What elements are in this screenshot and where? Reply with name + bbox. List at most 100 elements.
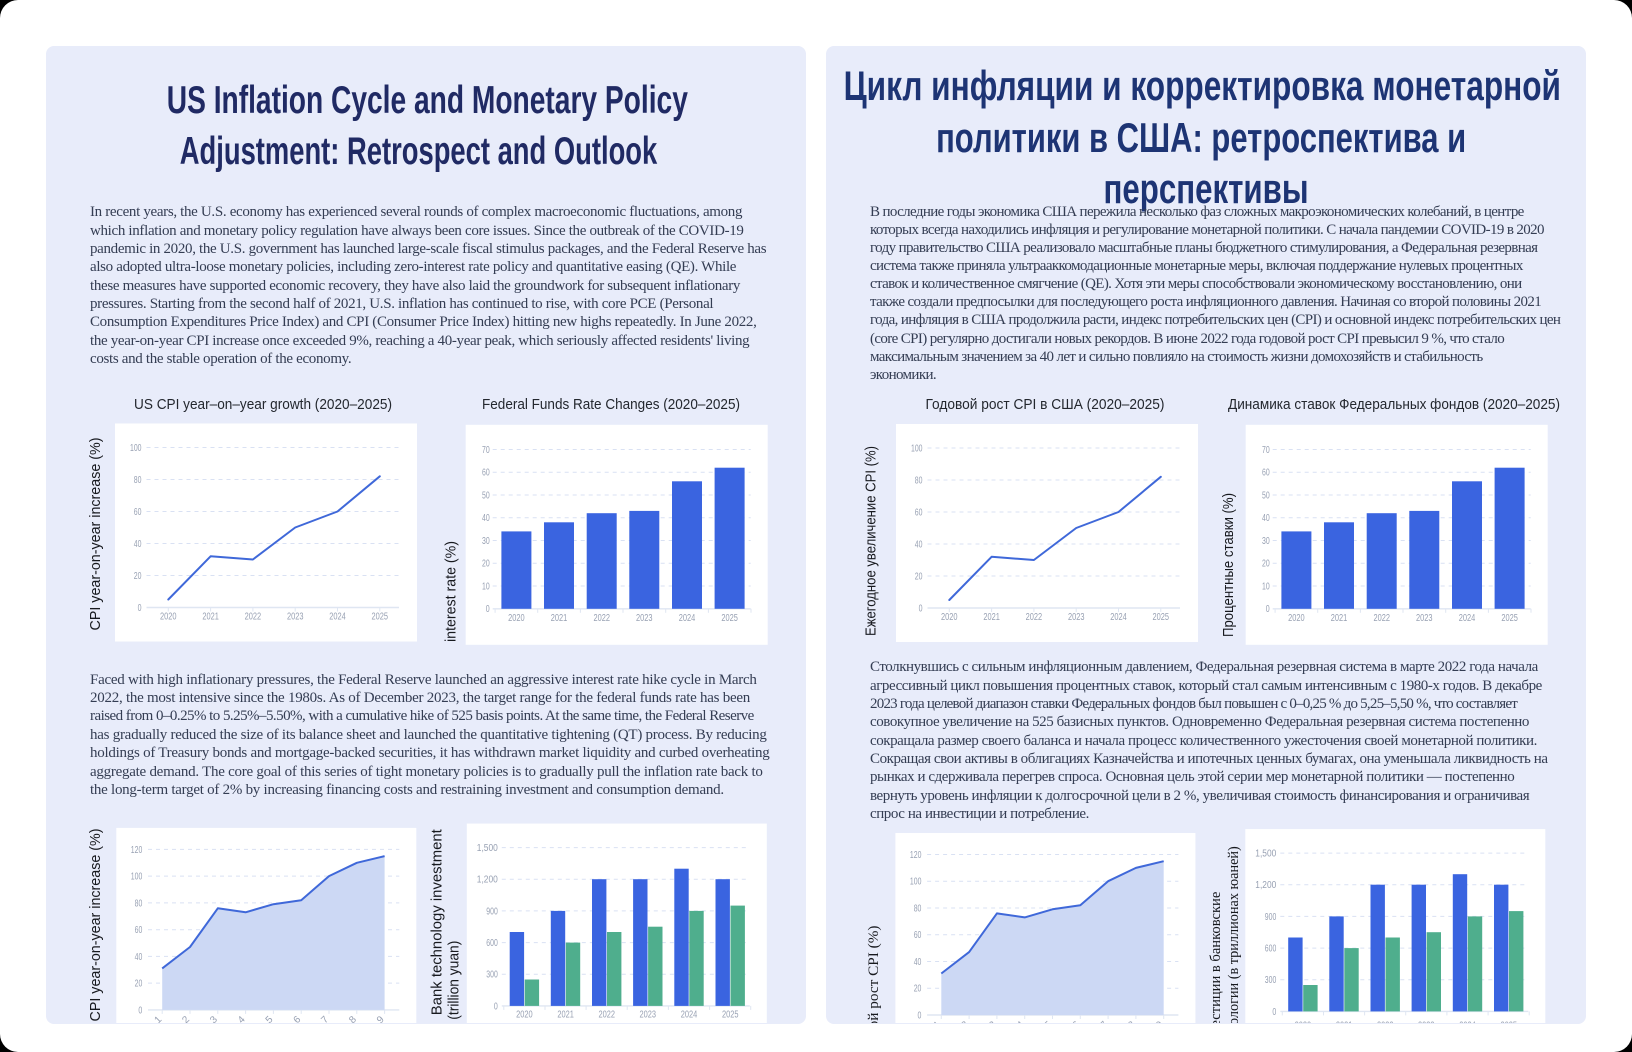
svg-text:20: 20 <box>1262 559 1270 570</box>
svg-text:100: 100 <box>911 443 923 454</box>
svg-text:600: 600 <box>486 938 498 949</box>
svg-text:2021: 2021 <box>1331 613 1348 624</box>
svg-text:80: 80 <box>135 898 143 909</box>
svg-text:0: 0 <box>138 1005 142 1016</box>
svg-text:10: 10 <box>482 581 490 592</box>
svg-text:70: 70 <box>1262 445 1270 456</box>
svg-text:120: 120 <box>131 845 143 856</box>
svg-text:0: 0 <box>486 604 490 615</box>
svg-text:60: 60 <box>915 507 923 518</box>
svg-text:80: 80 <box>915 475 923 486</box>
svg-text:10: 10 <box>1262 581 1270 592</box>
svg-text:30: 30 <box>482 536 490 547</box>
svg-text:2021: 2021 <box>983 612 1000 623</box>
svg-text:Federal Funds Rate Changes (20: Federal Funds Rate Changes (2020–2025) <box>482 396 740 413</box>
svg-text:2022: 2022 <box>245 612 262 623</box>
svg-text:3: 3 <box>208 1014 220 1023</box>
svg-text:CPI year-on-year increase (%): CPI year-on-year increase (%) <box>87 438 104 631</box>
svg-text:US CPI year–on–year growth (20: US CPI year–on–year growth (2020–2025) <box>134 396 392 413</box>
svg-text:0: 0 <box>1266 604 1270 615</box>
svg-text:6: 6 <box>292 1014 304 1023</box>
svg-text:2020: 2020 <box>160 612 177 623</box>
svg-text:2024: 2024 <box>681 1010 698 1021</box>
svg-text:0: 0 <box>919 603 923 614</box>
svg-text:2020: 2020 <box>508 613 525 624</box>
svg-text:2023: 2023 <box>640 1010 657 1021</box>
svg-text:(trillion yuan): (trillion yuan) <box>445 941 462 1020</box>
svg-text:600: 600 <box>1265 944 1277 955</box>
svg-text:60: 60 <box>134 507 142 518</box>
svg-text:40: 40 <box>915 539 923 550</box>
svg-text:2022: 2022 <box>598 1010 615 1021</box>
svg-text:40: 40 <box>135 952 143 963</box>
svg-text:40: 40 <box>482 513 490 524</box>
svg-text:20: 20 <box>135 979 143 990</box>
svg-text:70: 70 <box>482 445 490 456</box>
svg-text:50: 50 <box>1262 490 1270 501</box>
svg-text:100: 100 <box>910 877 922 888</box>
svg-text:5: 5 <box>264 1014 276 1023</box>
svg-text:2020: 2020 <box>941 612 958 623</box>
svg-text:9: 9 <box>375 1014 387 1023</box>
svg-text:Годовой рост CPI (%): Годовой рост CPI (%) <box>866 926 882 1024</box>
svg-text:2023: 2023 <box>1418 1020 1435 1023</box>
svg-text:80: 80 <box>134 475 142 486</box>
svg-text:технологии (в триллионах юаней: технологии (в триллионах юаней) <box>1226 846 1242 1023</box>
svg-text:2022: 2022 <box>1373 613 1390 624</box>
svg-text:Годовой рост CPI в США (2020–2: Годовой рост CPI в США (2020–2025) <box>926 396 1165 413</box>
svg-text:0: 0 <box>494 1001 498 1012</box>
svg-text:Bank technology investment: Bank technology investment <box>428 828 445 1015</box>
svg-text:2025: 2025 <box>721 613 738 624</box>
svg-text:40: 40 <box>914 957 922 968</box>
svg-text:2024: 2024 <box>1110 612 1127 623</box>
svg-text:2022: 2022 <box>1377 1020 1394 1023</box>
svg-text:2025: 2025 <box>1501 613 1518 624</box>
svg-text:Ежегодное увеличение CPI (%): Ежегодное увеличение CPI (%) <box>863 446 880 636</box>
svg-text:0: 0 <box>918 1010 922 1021</box>
svg-text:2024: 2024 <box>329 612 346 623</box>
svg-text:60: 60 <box>1262 468 1270 479</box>
svg-text:2020: 2020 <box>1295 1020 1312 1023</box>
svg-text:Динамика ставок Федеральных фо: Динамика ставок Федеральных фондов (2020… <box>1228 396 1560 413</box>
svg-text:40: 40 <box>134 539 142 550</box>
svg-text:300: 300 <box>486 970 498 981</box>
svg-text:2025: 2025 <box>1500 1020 1517 1023</box>
svg-text:120: 120 <box>910 850 922 861</box>
svg-text:2021: 2021 <box>557 1010 574 1021</box>
svg-text:80: 80 <box>914 903 922 914</box>
svg-text:100: 100 <box>131 872 143 883</box>
svg-text:2024: 2024 <box>1459 613 1476 624</box>
svg-text:8: 8 <box>347 1014 359 1023</box>
svg-text:interest rate (%): interest rate (%) <box>443 541 460 642</box>
svg-text:30: 30 <box>1262 536 1270 547</box>
svg-text:20: 20 <box>482 559 490 570</box>
svg-text:100: 100 <box>130 443 142 454</box>
svg-text:1,500: 1,500 <box>1255 849 1276 860</box>
svg-text:60: 60 <box>135 925 143 936</box>
svg-text:60: 60 <box>482 468 490 479</box>
svg-text:2020: 2020 <box>1288 613 1305 624</box>
svg-text:2025: 2025 <box>372 612 389 623</box>
svg-text:2021: 2021 <box>551 613 568 624</box>
svg-text:2022: 2022 <box>593 613 610 624</box>
svg-text:20: 20 <box>134 571 142 582</box>
svg-text:50: 50 <box>482 490 490 501</box>
svg-text:1,200: 1,200 <box>1255 880 1276 891</box>
svg-text:900: 900 <box>486 906 498 917</box>
svg-text:40: 40 <box>1262 513 1270 524</box>
svg-text:0: 0 <box>138 603 142 614</box>
svg-text:0: 0 <box>1272 1007 1276 1018</box>
svg-text:CPI year-on-year increase (%): CPI year-on-year increase (%) <box>87 829 104 1022</box>
svg-text:2021: 2021 <box>202 612 219 623</box>
svg-text:2024: 2024 <box>679 613 696 624</box>
svg-text:2023: 2023 <box>1416 613 1433 624</box>
svg-text:Процентные ставки (%): Процентные ставки (%) <box>1220 493 1237 637</box>
svg-text:2: 2 <box>180 1014 192 1023</box>
svg-text:1,500: 1,500 <box>477 843 498 854</box>
svg-text:2023: 2023 <box>636 613 653 624</box>
svg-text:2023: 2023 <box>1068 612 1085 623</box>
svg-text:2023: 2023 <box>287 612 304 623</box>
svg-text:2022: 2022 <box>1026 612 1043 623</box>
svg-text:2020: 2020 <box>516 1010 533 1021</box>
svg-text:1: 1 <box>153 1014 165 1023</box>
